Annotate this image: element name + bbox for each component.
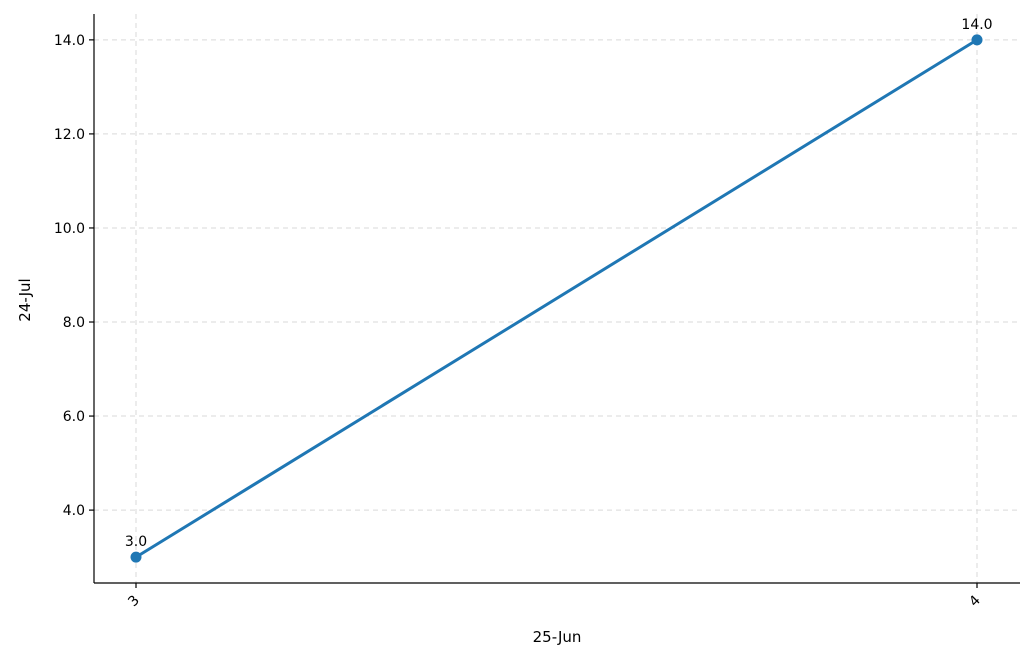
y-tick-label: 14.0 (54, 33, 85, 49)
data-point (130, 551, 142, 563)
data-point (971, 34, 983, 46)
x-tick-label: 3 (125, 593, 143, 611)
y-tick-label: 4.0 (63, 503, 85, 519)
series-line (134, 38, 979, 559)
grid-lines (94, 14, 1020, 583)
data-label: 14.0 (961, 17, 992, 33)
x-axis-label: 25-Jun (533, 628, 582, 646)
x-tick-label: 4 (966, 592, 984, 610)
y-tick-label: 12.0 (54, 127, 85, 143)
y-tick-label: 8.0 (63, 315, 85, 331)
axes (93, 14, 1020, 584)
data-label: 3.0 (125, 534, 147, 550)
y-axis-label: 24-Jul (16, 278, 34, 321)
series (130, 34, 983, 563)
data-labels: 3.0 14.0 (125, 17, 993, 550)
y-tick-label: 6.0 (63, 409, 85, 425)
y-tick-label: 10.0 (54, 221, 85, 237)
